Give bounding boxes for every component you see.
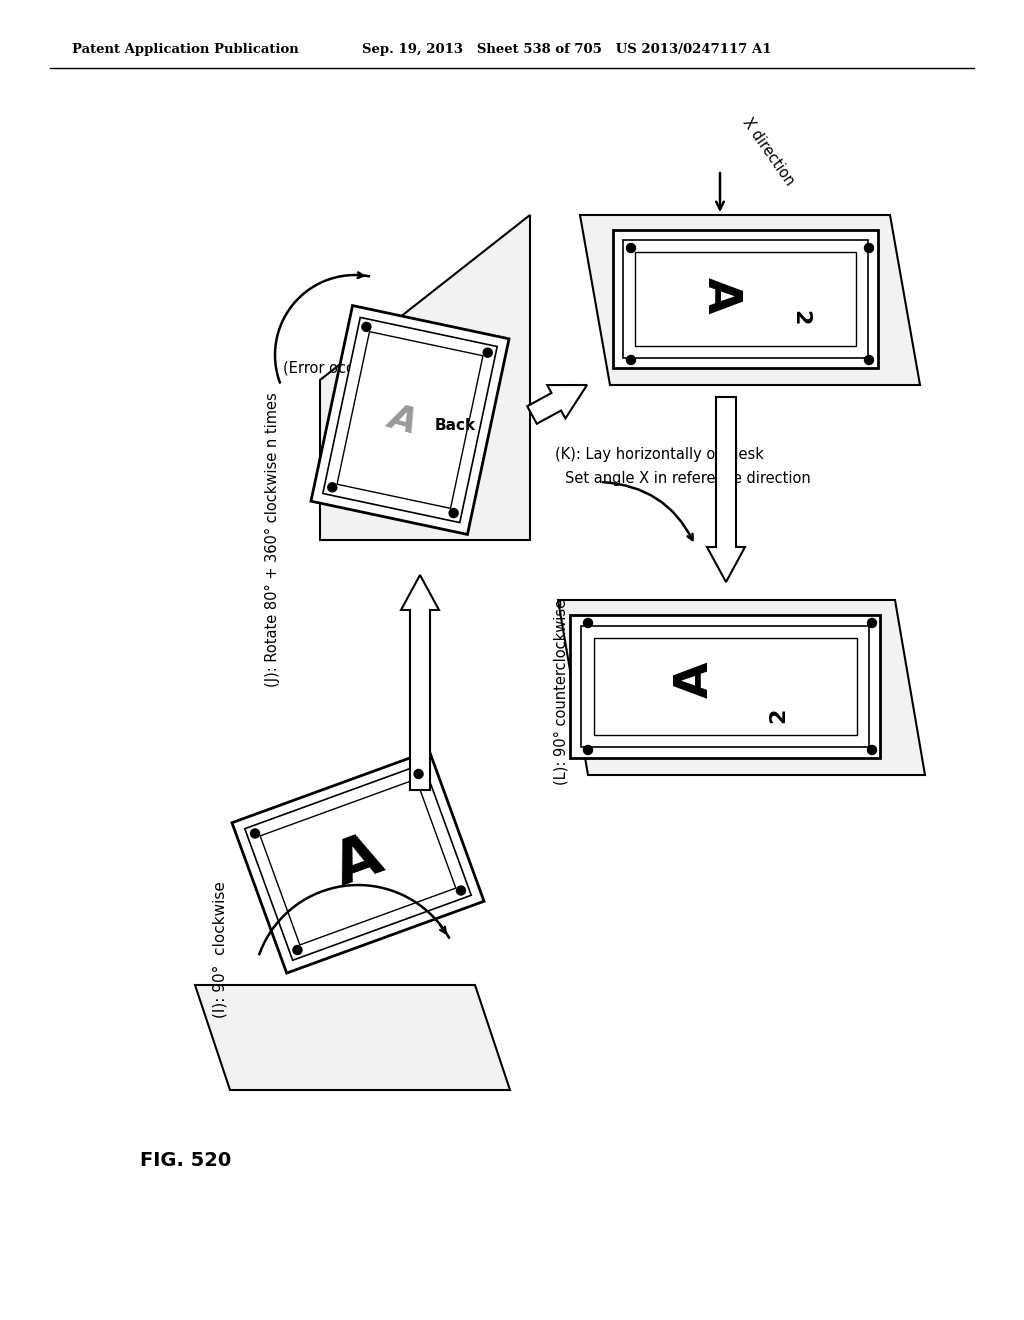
Text: Set angle X in reference direction: Set angle X in reference direction — [565, 470, 811, 486]
Polygon shape — [613, 230, 878, 368]
Text: (Error occurs): (Error occurs) — [283, 360, 383, 375]
Text: 2: 2 — [790, 310, 810, 326]
Polygon shape — [558, 601, 925, 775]
Circle shape — [414, 770, 423, 779]
Circle shape — [867, 619, 877, 627]
Circle shape — [864, 243, 873, 252]
Circle shape — [457, 886, 466, 895]
Text: A: A — [697, 277, 742, 313]
Text: A: A — [673, 661, 718, 698]
Polygon shape — [581, 626, 869, 747]
Text: A: A — [384, 400, 420, 440]
Circle shape — [864, 355, 873, 364]
Text: (I): 90°  clockwise: (I): 90° clockwise — [213, 882, 227, 1019]
Polygon shape — [707, 397, 745, 582]
Text: FIG. 520: FIG. 520 — [140, 1151, 231, 1170]
Text: Back: Back — [434, 417, 475, 433]
Text: (L): 90° counterclockwise: (L): 90° counterclockwise — [553, 599, 568, 785]
Circle shape — [483, 348, 493, 358]
Polygon shape — [319, 215, 530, 540]
Text: (J): Rotate 80° + 360° clockwise n times: (J): Rotate 80° + 360° clockwise n times — [264, 392, 280, 688]
Circle shape — [328, 483, 337, 492]
Polygon shape — [245, 764, 471, 960]
Polygon shape — [323, 317, 498, 523]
Circle shape — [450, 508, 458, 517]
Polygon shape — [195, 985, 510, 1090]
Circle shape — [293, 945, 302, 954]
Polygon shape — [623, 240, 868, 358]
Text: A: A — [326, 826, 390, 898]
Text: (K): Lay horizontally on desk: (K): Lay horizontally on desk — [555, 447, 764, 462]
Text: X direction: X direction — [740, 115, 798, 189]
Circle shape — [584, 619, 593, 627]
Circle shape — [251, 829, 259, 838]
Circle shape — [584, 746, 593, 755]
Polygon shape — [232, 751, 484, 973]
Polygon shape — [401, 576, 439, 789]
Polygon shape — [527, 385, 587, 424]
Polygon shape — [311, 305, 509, 535]
Text: Sep. 19, 2013   Sheet 538 of 705   US 2013/0247117 A1: Sep. 19, 2013 Sheet 538 of 705 US 2013/0… — [362, 44, 771, 57]
Polygon shape — [260, 779, 456, 945]
Circle shape — [867, 746, 877, 755]
Circle shape — [627, 355, 636, 364]
Polygon shape — [337, 331, 483, 508]
Polygon shape — [635, 252, 856, 346]
Polygon shape — [580, 215, 920, 385]
Circle shape — [361, 322, 371, 331]
Circle shape — [627, 243, 636, 252]
Text: Patent Application Publication: Patent Application Publication — [72, 44, 299, 57]
Polygon shape — [570, 615, 880, 758]
Polygon shape — [594, 638, 857, 735]
Text: 2: 2 — [768, 708, 788, 722]
